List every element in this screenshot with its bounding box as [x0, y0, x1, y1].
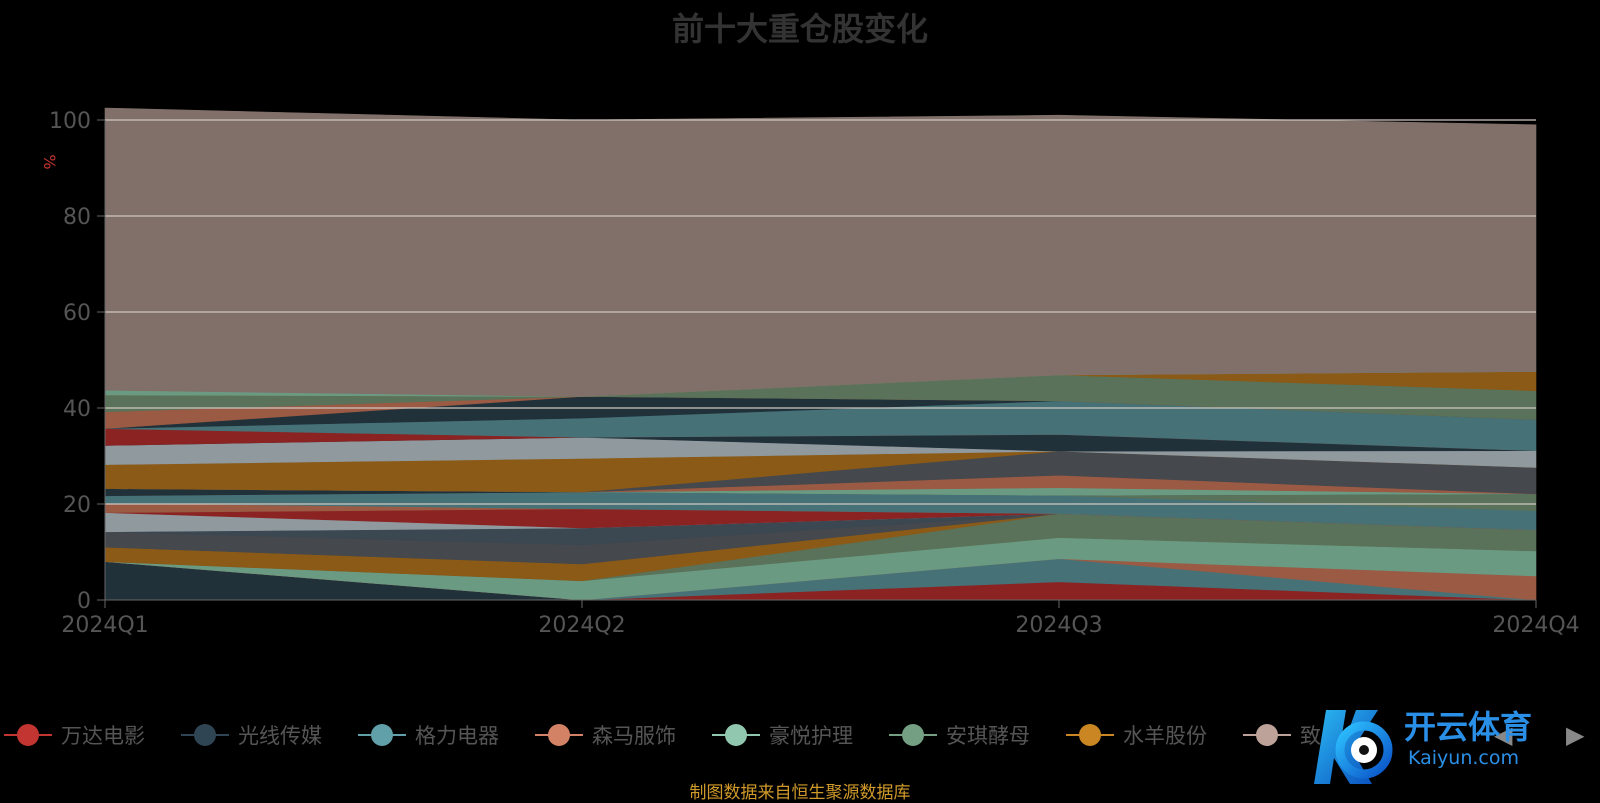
legend-marker — [725, 724, 747, 746]
legend-item[interactable]: 水羊股份 — [1066, 724, 1207, 748]
y-tick-label: 80 — [63, 205, 91, 230]
legend-label: 万达电影 — [61, 724, 145, 748]
watermark-text-cn: 开云体育 — [1404, 708, 1532, 746]
y-tick-label: 60 — [63, 301, 91, 326]
legend-next-button[interactable]: ▶ — [1566, 721, 1585, 749]
area-series-28 — [104, 107, 1537, 397]
y-tick-label: 40 — [63, 397, 91, 422]
legend-label: 豪悦护理 — [769, 724, 853, 748]
legend-item[interactable]: 格力电器 — [358, 724, 499, 748]
grid-lines — [105, 119, 1536, 505]
legend-item[interactable]: 安琪酵母 — [889, 724, 1030, 748]
legend-label: 致 — [1300, 724, 1321, 748]
legend-item[interactable]: 森马服饰 — [535, 724, 676, 748]
y-tick-label: 0 — [77, 589, 91, 614]
source-note: 制图数据来自恒生聚源数据库 — [689, 783, 911, 803]
legend-marker — [902, 724, 924, 746]
stack-areas — [104, 107, 1537, 601]
chart-title: 前十大重仓股变化 — [671, 10, 928, 48]
y-tick-label: 20 — [63, 493, 91, 518]
legend-label: 安琪酵母 — [946, 724, 1030, 748]
legend-marker — [1256, 724, 1278, 746]
legend-label: 格力电器 — [415, 724, 499, 748]
watermark-logo: 开云体育 Kaiyun.com — [1314, 708, 1532, 784]
legend-marker — [548, 724, 570, 746]
x-tick-label: 2024Q2 — [538, 613, 625, 638]
legend-marker — [17, 724, 39, 746]
legend-label: 光线传媒 — [238, 724, 322, 748]
watermark-text-en: Kaiyun.com — [1408, 747, 1519, 769]
legend-item[interactable]: 豪悦护理 — [712, 724, 853, 748]
legend-item[interactable]: 致 — [1243, 724, 1321, 748]
legend-marker — [371, 724, 393, 746]
y-tick-label: 100 — [49, 109, 91, 134]
legend-prev-button[interactable]: ◀ — [1494, 721, 1513, 749]
legend-item[interactable]: 光线传媒 — [181, 724, 322, 748]
y-axis-label: % — [40, 154, 59, 169]
legend-marker — [1079, 724, 1101, 746]
legend-label: 水羊股份 — [1123, 724, 1207, 748]
legend-marker — [194, 724, 216, 746]
legend-item[interactable]: 万达电影 — [4, 724, 145, 748]
legend: 万达电影 光线传媒 格力电器 森马服饰 豪悦护理 安琪酵母 水羊股份 致 ◀ ▶ — [4, 721, 1585, 749]
x-tick-label: 2024Q1 — [61, 613, 148, 638]
legend-label: 森马服饰 — [592, 724, 676, 748]
x-tick-label: 2024Q4 — [1492, 613, 1579, 638]
axes: 0 20 40 60 80 100 2024Q1 2024Q2 2024Q3 2024Q4% — [40, 109, 1580, 638]
x-tick-label: 2024Q3 — [1015, 613, 1102, 638]
